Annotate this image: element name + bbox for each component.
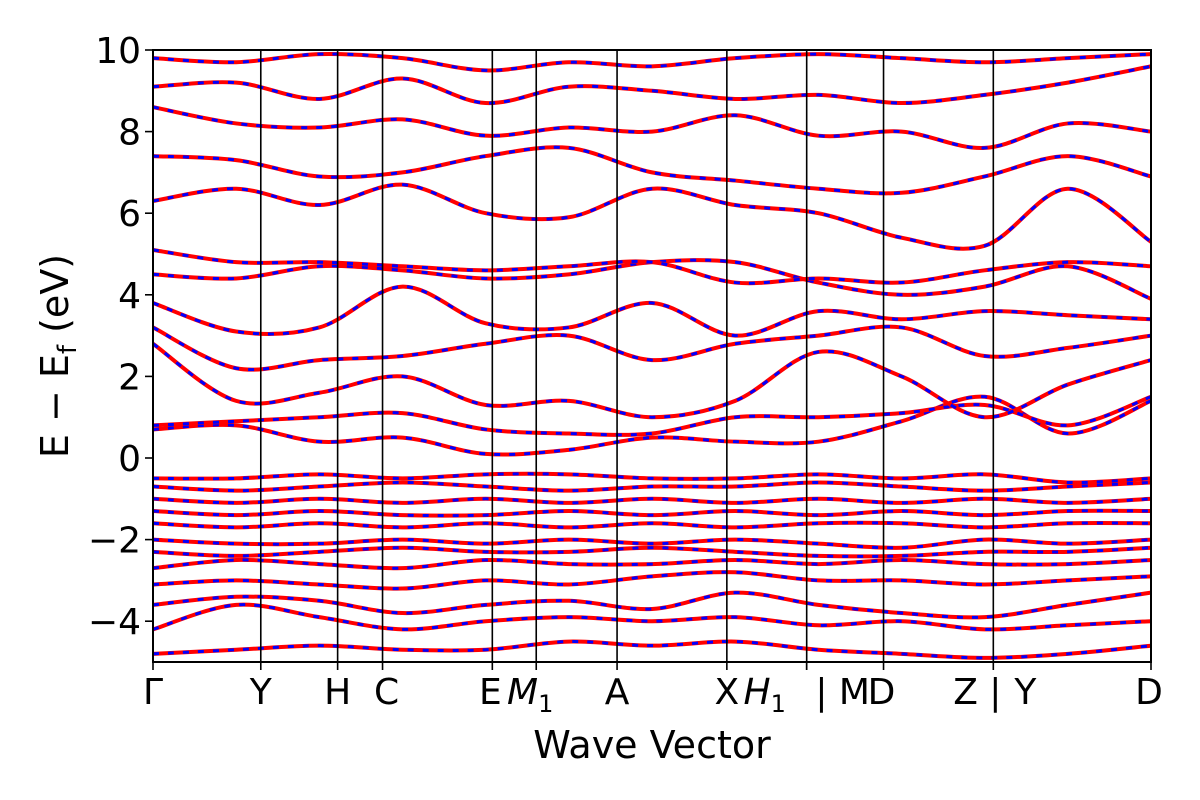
band-line-blue-0 xyxy=(153,640,1151,660)
y-axis-title: E − Ef (eV) xyxy=(33,254,83,458)
band-line-blue-16 xyxy=(153,285,1151,338)
band-line-red-12 xyxy=(153,394,1151,457)
band-line-blue-10 xyxy=(153,480,1151,493)
band-line-blue-9 xyxy=(153,497,1151,505)
x-tick-label: Y xyxy=(1013,672,1037,713)
band-line-blue-23 xyxy=(153,52,1151,72)
band-line-blue-7 xyxy=(153,521,1151,529)
x-tick-label: D xyxy=(868,672,896,713)
band-line-blue-6 xyxy=(153,538,1151,550)
band-line-red-17 xyxy=(153,258,1151,301)
band-line-blue-21 xyxy=(153,105,1151,150)
band-line-blue-15 xyxy=(153,325,1151,372)
y-tick-label: −4 xyxy=(88,602,141,643)
band-line-blue-8 xyxy=(153,509,1151,518)
y-tick-label: 4 xyxy=(118,276,141,317)
band-line-red-1 xyxy=(153,602,1151,632)
band-line-blue-20 xyxy=(153,145,1151,195)
x-axis-title: Wave Vector xyxy=(533,723,771,767)
bands-layer xyxy=(153,51,1151,660)
x-tick-label: Y xyxy=(249,672,273,713)
band-line-blue-14 xyxy=(153,342,1151,419)
band-line-red-19 xyxy=(153,182,1151,251)
x-tick-label: H1 xyxy=(744,672,786,718)
band-line-blue-18 xyxy=(153,248,1151,285)
y-tick-label: 6 xyxy=(118,194,141,235)
band-line-red-20 xyxy=(153,145,1151,196)
band-line-blue-2 xyxy=(153,591,1151,619)
x-tick-label: X xyxy=(715,672,740,713)
plot-frame xyxy=(152,49,1152,663)
x-tick-label: A xyxy=(605,672,630,713)
band-line-blue-11 xyxy=(153,472,1151,485)
band-line-blue-22 xyxy=(153,64,1151,105)
x-tick-label: D xyxy=(1135,672,1163,713)
band-line-blue-5 xyxy=(153,546,1151,558)
band-line-blue-3 xyxy=(153,570,1151,591)
band-line-blue-4 xyxy=(153,558,1151,570)
y-tick-label: 8 xyxy=(118,113,141,154)
x-tick-label: M1 xyxy=(507,672,553,718)
x-tick-label: Z | xyxy=(953,672,1001,713)
x-tick-label: E xyxy=(479,672,502,713)
y-axis-ticks: −4 −2 0 2 4 6 8 10 xyxy=(88,31,153,643)
x-axis-ticks: Γ Y H C E M1 A X H1 | MD Z | Y D xyxy=(143,662,1163,718)
band-line-blue-19 xyxy=(153,183,1151,251)
band-line-blue-12 xyxy=(153,395,1151,457)
y-tick-label: −2 xyxy=(88,521,141,562)
band-line-red-0 xyxy=(153,639,1151,660)
y-tick-label: 10 xyxy=(95,31,141,72)
x-tick-label: | M xyxy=(815,672,870,713)
x-tick-label: C xyxy=(374,672,399,713)
y-tick-label: 2 xyxy=(118,357,141,398)
band-line-blue-17 xyxy=(153,258,1151,301)
y-tick-label: 0 xyxy=(118,439,141,480)
band-line-red-3 xyxy=(153,570,1151,591)
x-tick-label: H xyxy=(324,672,351,713)
high-symmetry-lines xyxy=(259,50,995,662)
x-tick-label: Γ xyxy=(143,672,163,713)
band-line-blue-13 xyxy=(153,395,1151,437)
